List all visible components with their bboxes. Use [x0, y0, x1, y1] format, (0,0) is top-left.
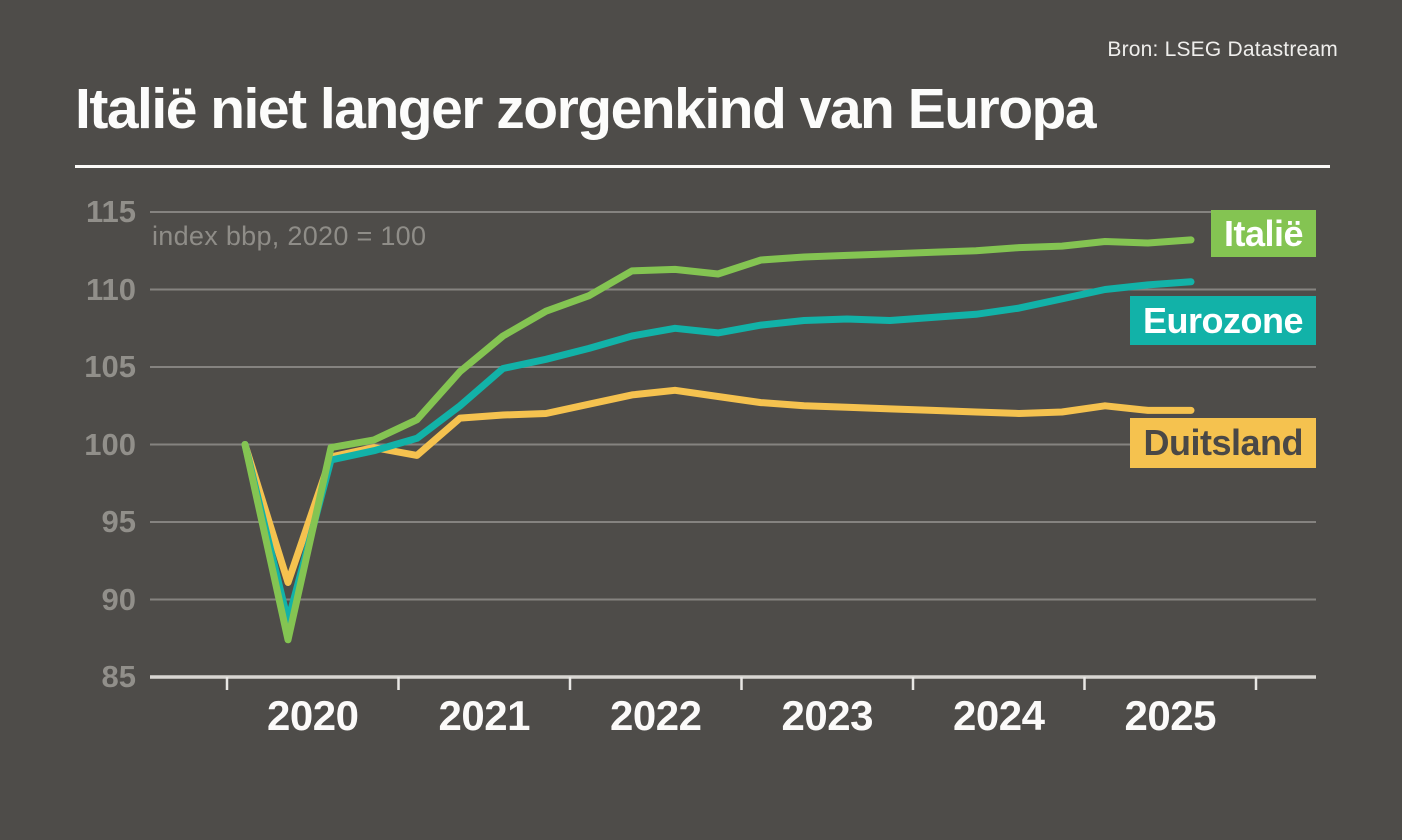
y-axis-label: 100 — [84, 426, 136, 462]
x-axis-label: 2022 — [610, 692, 702, 739]
x-axis-label: 2024 — [953, 692, 1045, 739]
x-axis-label: 2025 — [1124, 692, 1217, 739]
legend-label-italie: Italië — [1210, 210, 1316, 257]
axis-annotation: index bbp, 2020 = 100 — [152, 221, 427, 251]
y-axis-label: 115 — [85, 194, 136, 229]
series-line-eurozone — [241, 278, 1195, 625]
legend-label-duitsland: Duitsland — [1130, 418, 1316, 468]
series-line-italië — [241, 236, 1195, 644]
y-axis-label: 95 — [101, 504, 136, 539]
y-axis-label: 90 — [101, 581, 136, 617]
x-axis-label: 2020 — [267, 692, 359, 739]
y-axis-label: 110 — [85, 271, 136, 307]
x-axis-label: 2023 — [781, 692, 874, 739]
source-label: Bron: LSEG Datastream — [1107, 38, 1338, 61]
title-divider — [75, 165, 1330, 168]
series-line-duitsland — [241, 386, 1195, 586]
legend-label-eurozone: Eurozone — [1129, 296, 1316, 345]
x-axis-label: 2021 — [438, 692, 531, 739]
page-title: Italië niet langer zorgenkind van Europa — [75, 77, 1097, 141]
y-axis-label: 85 — [101, 659, 136, 694]
y-axis-label: 105 — [84, 349, 136, 384]
